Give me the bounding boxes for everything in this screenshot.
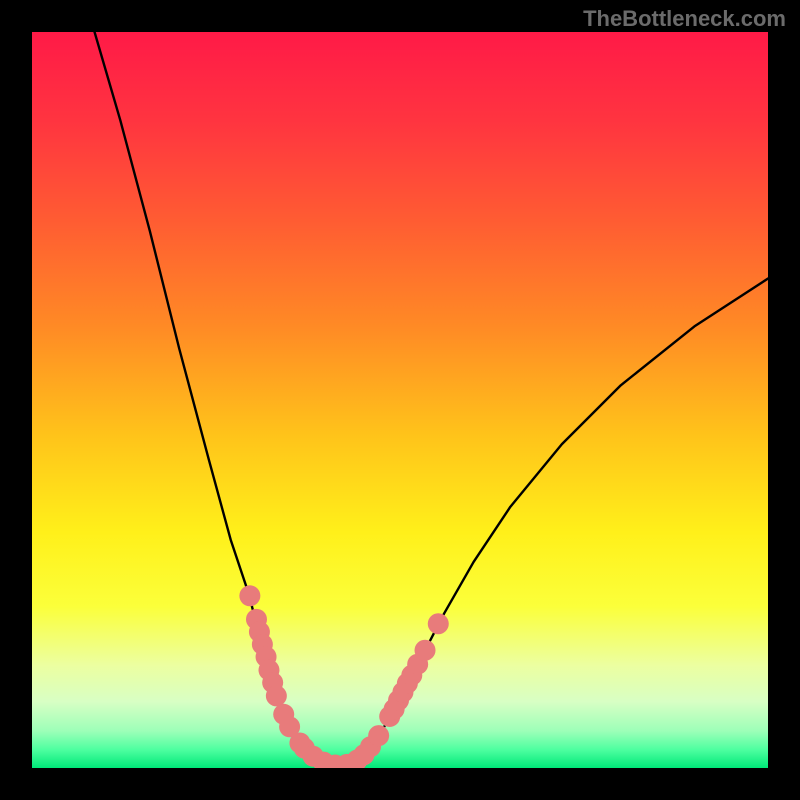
data-marker (428, 613, 449, 634)
data-marker (266, 685, 287, 706)
curve-svg (32, 32, 768, 768)
marker-group (239, 585, 448, 768)
data-marker (415, 640, 436, 661)
data-marker (239, 585, 260, 606)
watermark-text: TheBottleneck.com (583, 6, 786, 32)
chart-container: TheBottleneck.com (0, 0, 800, 800)
plot-area (32, 32, 768, 768)
data-marker (368, 725, 389, 746)
